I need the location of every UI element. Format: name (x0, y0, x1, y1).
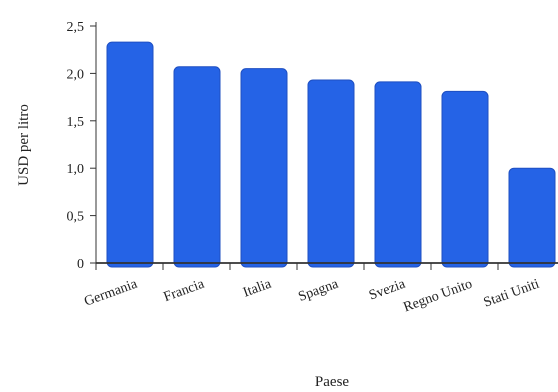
y-axis: 0 0,5 1,0 1,5 2,0 2,5 (67, 20, 97, 272)
bar-italia (240, 68, 288, 268)
x-category-label: Francia (162, 276, 207, 305)
y-tick-label: 0,5 (67, 210, 85, 225)
bar-germania (106, 41, 154, 268)
bar-svezia (374, 81, 422, 268)
y-tick-label: 2,0 (67, 67, 85, 82)
x-category-label: Svezia (367, 276, 408, 303)
bars (106, 41, 556, 268)
x-category-label: Spagna (297, 276, 342, 304)
x-category-label: Regno Unito (402, 277, 475, 316)
y-tick-label: 0 (77, 257, 84, 272)
x-category-label: Italia (241, 276, 274, 300)
y-tick-label: 1,0 (67, 162, 85, 177)
bar-stati-uniti (508, 167, 556, 268)
y-axis-title: USD per litro (16, 104, 32, 186)
bar-spagna (307, 79, 355, 268)
x-axis-title: Paese (315, 374, 349, 390)
bar-regno-unito (441, 90, 489, 268)
x-axis (95, 262, 558, 270)
x-category-label: Germania (82, 276, 140, 309)
y-tick-label: 1,5 (67, 115, 85, 130)
bar-francia (173, 66, 221, 268)
y-tick-label: 2,5 (67, 20, 85, 35)
x-category-label: Stati Uniti (482, 277, 542, 311)
